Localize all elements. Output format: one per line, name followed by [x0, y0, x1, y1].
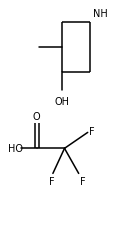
- Text: OH: OH: [54, 96, 69, 106]
- Text: F: F: [89, 127, 95, 137]
- Text: O: O: [33, 111, 41, 121]
- Text: F: F: [80, 176, 86, 186]
- Text: F: F: [49, 176, 54, 186]
- Text: HO: HO: [8, 144, 23, 154]
- Text: NH: NH: [93, 9, 108, 19]
